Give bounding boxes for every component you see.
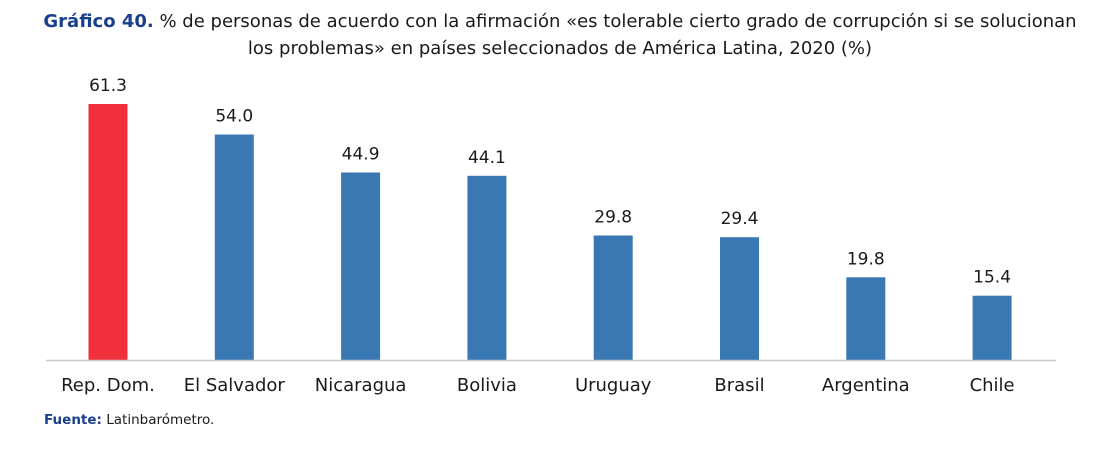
source-label: Fuente:: [44, 412, 102, 428]
category-label-7: Chile: [970, 375, 1015, 396]
data-label-7: 15.4: [973, 268, 1011, 288]
data-label-2: 44.9: [342, 145, 380, 165]
chart-title: Gráfico 40. % de personas de acuerdo con…: [40, 8, 1080, 62]
category-label-2: Nicaragua: [315, 375, 407, 396]
category-label-4: Uruguay: [575, 375, 652, 396]
bar-5: [720, 237, 759, 360]
bar-7: [972, 295, 1012, 360]
data-label-1: 54.0: [215, 107, 253, 127]
category-label-5: Brasil: [714, 375, 764, 396]
bar-6: [846, 277, 886, 360]
bar-1: [214, 134, 254, 360]
bar-0: [88, 104, 128, 360]
chart-title-prefix: Gráfico 40.: [43, 11, 154, 32]
bar-4: [593, 235, 633, 360]
data-label-4: 29.8: [594, 208, 632, 228]
bar-2: [341, 172, 381, 360]
data-label-0: 61.3: [89, 76, 127, 96]
data-label-3: 44.1: [468, 148, 506, 168]
category-label-6: Argentina: [822, 375, 910, 396]
chart-title-text: % de personas de acuerdo con la afirmaci…: [159, 11, 1077, 59]
bar-3: [467, 175, 507, 360]
source-note: Fuente: Latinbarómetro.: [44, 412, 214, 428]
data-label-5: 29.4: [721, 209, 759, 229]
category-label-0: Rep. Dom.: [61, 375, 155, 396]
category-label-3: Bolivia: [457, 375, 517, 396]
source-text: Latinbarómetro.: [106, 412, 215, 428]
data-label-6: 19.8: [847, 249, 885, 269]
category-label-1: El Salvador: [184, 375, 286, 396]
